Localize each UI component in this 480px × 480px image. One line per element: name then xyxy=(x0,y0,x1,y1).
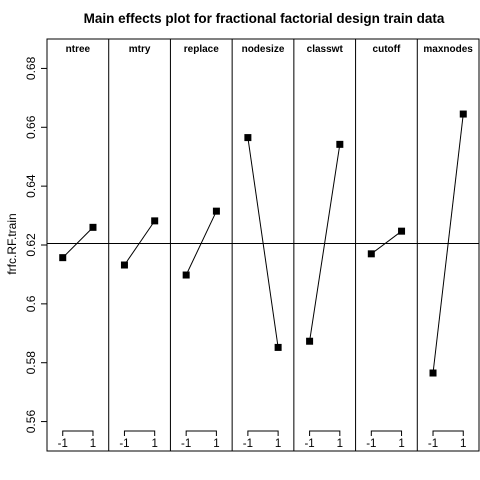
y-tick-label: 0.64 xyxy=(24,174,38,198)
effect-point-low xyxy=(59,254,67,262)
chart-title: Main effects plot for fractional factori… xyxy=(84,11,445,26)
effect-point-high xyxy=(89,223,97,231)
effect-point-low xyxy=(120,261,128,269)
effect-point-high xyxy=(151,217,159,225)
x-tick-label: 1 xyxy=(90,438,96,450)
effect-line xyxy=(371,230,402,255)
panel-label: classwt xyxy=(307,44,344,55)
effect-point-low xyxy=(182,271,190,279)
panel-ntree: ntree -1 1 xyxy=(58,44,97,450)
effect-point-high xyxy=(336,140,344,148)
y-tick-label: 0.6 xyxy=(24,295,38,312)
panel-label: mtry xyxy=(129,44,151,55)
x-axis-bracket xyxy=(309,430,341,436)
panel-cutoff: cutoff -1 1 xyxy=(355,39,406,451)
effect-line xyxy=(62,226,94,259)
y-tick-label: 0.68 xyxy=(24,56,38,80)
x-tick-label: 1 xyxy=(275,438,281,450)
x-axis-bracket xyxy=(370,430,403,436)
y-tick-label: 0.66 xyxy=(24,115,38,139)
x-tick-label: -1 xyxy=(428,438,438,450)
y-tick-label: 0.56 xyxy=(24,410,38,434)
effect-point-high xyxy=(274,343,282,351)
x-tick-label: -1 xyxy=(366,438,376,450)
x-axis-bracket xyxy=(247,430,279,436)
effect-point-high xyxy=(459,110,467,118)
x-axis-bracket xyxy=(62,430,94,436)
x-axis-bracket xyxy=(185,430,217,436)
panel-replace: replace -1 1 xyxy=(169,39,220,451)
x-tick-label: 1 xyxy=(398,438,404,450)
x-axis-bracket xyxy=(123,430,156,436)
x-tick-label: 1 xyxy=(213,438,219,450)
x-tick-label: -1 xyxy=(58,438,68,450)
effect-point-high xyxy=(398,227,406,235)
x-tick-label: 1 xyxy=(337,438,343,450)
plot-frame xyxy=(46,38,480,452)
x-tick-label: 1 xyxy=(460,438,466,450)
x-tick-label: -1 xyxy=(243,438,253,450)
panel-label: cutoff xyxy=(373,44,401,55)
effect-point-low xyxy=(429,369,437,377)
y-tick-label: 0.58 xyxy=(24,351,38,375)
panel-label: ntree xyxy=(66,44,91,55)
panel-mtry: mtry -1 1 xyxy=(108,39,159,451)
x-tick-label: 1 xyxy=(151,438,157,450)
effect-point-low xyxy=(306,337,314,345)
x-axis-bracket xyxy=(432,430,464,436)
effect-line xyxy=(247,137,279,348)
panel-label: maxnodes xyxy=(423,44,473,55)
y-axis-label: frfc.RF.train xyxy=(5,213,19,274)
effect-point-low xyxy=(367,250,375,258)
x-tick-label: -1 xyxy=(304,438,314,450)
panel-label: nodesize xyxy=(242,44,285,55)
y-axis: 0.56 0.58 0.6 0.62 0.64 0.66 0.68 xyxy=(24,56,47,433)
panel-nodesize: nodesize -1 1 xyxy=(231,39,285,451)
panel-label: replace xyxy=(184,44,219,55)
panel-maxnodes: maxnodes -1 1 xyxy=(416,39,473,451)
x-tick-label: -1 xyxy=(119,438,129,450)
effect-line xyxy=(124,220,156,266)
effect-line xyxy=(309,144,341,342)
y-tick-label: 0.62 xyxy=(24,233,38,257)
effect-point-low xyxy=(244,134,252,142)
x-tick-label: -1 xyxy=(181,438,191,450)
panel-classwt: classwt -1 1 xyxy=(293,39,344,451)
effect-point-high xyxy=(212,207,220,215)
